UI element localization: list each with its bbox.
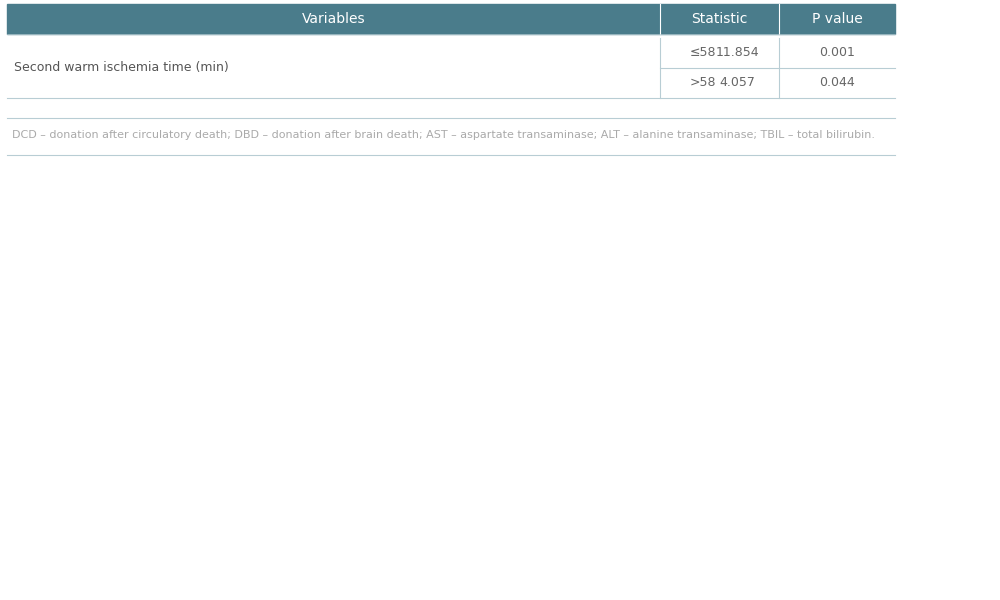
Text: P value: P value [812,12,862,26]
Text: Variables: Variables [302,12,365,26]
Text: 0.044: 0.044 [819,76,855,89]
Text: Second warm ischemia time (min): Second warm ischemia time (min) [14,61,229,74]
Text: DCD – donation after circulatory death; DBD – donation after brain death; AST – : DCD – donation after circulatory death; … [12,130,875,140]
Text: 0.001: 0.001 [819,46,855,59]
Text: 11.854: 11.854 [716,46,759,59]
Text: Statistic: Statistic [691,12,748,26]
Text: 4.057: 4.057 [720,76,755,89]
Text: >58: >58 [690,76,716,89]
Text: ≤58: ≤58 [690,46,716,59]
Bar [7,4,895,34]
